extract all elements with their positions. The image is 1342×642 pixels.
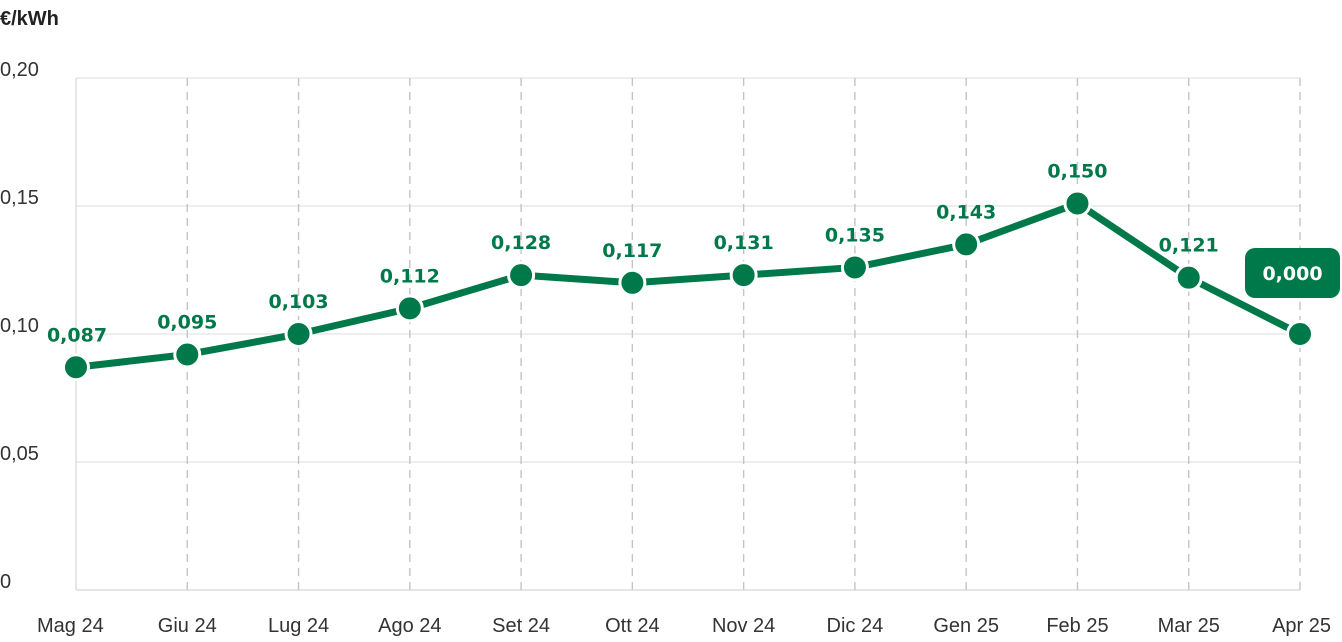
x-tick-label: Mag 24 [37, 615, 104, 637]
x-tick-label: Ott 24 [605, 615, 659, 637]
x-tick-label: Lug 24 [268, 615, 329, 637]
y-tick-label: 0,15 [0, 187, 39, 209]
y-axis-unit-label: €/kWh [0, 8, 59, 30]
data-point[interactable] [173, 340, 202, 369]
data-point[interactable] [952, 230, 981, 259]
data-label: 0,143 [936, 201, 996, 223]
grid [75, 77, 1301, 591]
y-tick-label: 0,20 [0, 59, 39, 81]
y-tick-label: 0,05 [0, 443, 39, 465]
x-tick-label: Gen 25 [933, 615, 999, 637]
data-label: 0,131 [714, 232, 774, 254]
x-tick-label: Mar 25 [1158, 615, 1220, 637]
data-labels: 0,087 0,095 0,103 0,112 0,128 0,117 0,131 0,135… [47, 160, 1340, 346]
x-tick-label: Dic 24 [827, 615, 884, 637]
data-label: 0,095 [157, 311, 217, 333]
x-tick-label: Feb 25 [1046, 615, 1108, 637]
x-tick-label: Giu 24 [158, 615, 217, 637]
data-label: 0,121 [1159, 235, 1219, 257]
data-label: 0,103 [268, 291, 328, 313]
x-tick-label: Set 24 [492, 615, 550, 637]
series-polyline [72, 199, 1304, 371]
data-label: 0,150 [1047, 160, 1107, 182]
data-point[interactable] [1063, 189, 1092, 218]
data-points [62, 189, 1314, 382]
x-tick-label: Nov 24 [712, 615, 775, 637]
data-point[interactable] [840, 253, 869, 282]
data-point[interactable] [507, 261, 536, 290]
data-label: 0,128 [491, 232, 551, 254]
y-tick-label: 0,10 [0, 315, 39, 337]
highlight-badge-label: 0,000 [1262, 263, 1322, 285]
data-point[interactable] [284, 320, 313, 348]
data-label: 0,112 [380, 265, 440, 287]
x-tick-label: Apr 25 [1272, 615, 1331, 637]
data-point[interactable] [395, 294, 424, 323]
data-point[interactable] [1174, 263, 1203, 292]
data-label: 0,135 [825, 224, 885, 246]
highlight-badge [1245, 248, 1340, 298]
data-label: 0,117 [602, 240, 662, 262]
series-line [72, 199, 1304, 371]
data-point[interactable] [618, 268, 647, 297]
data-point[interactable] [1286, 320, 1314, 348]
data-label: 0,087 [47, 324, 107, 346]
data-point[interactable] [62, 353, 90, 382]
y-tick-label: 0 [0, 571, 11, 593]
x-axis-ticks: Mag 24 Giu 24 Lug 24 Ago 24 Set 24 Ott 24 Nov … [37, 615, 1331, 637]
data-point[interactable] [729, 261, 758, 290]
y-axis-ticks: 0,20 0,15 0,10 0,05 0 [0, 59, 39, 593]
x-tick-label: Ago 24 [378, 615, 441, 637]
